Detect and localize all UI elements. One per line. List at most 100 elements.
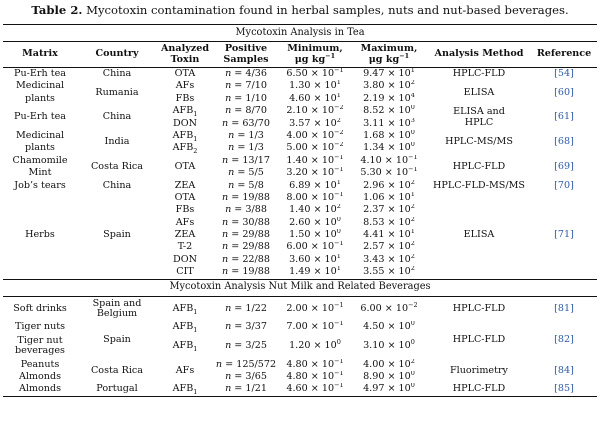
toxin-subscript: 1 (193, 388, 198, 397)
toxin-subscript: 1 (193, 344, 198, 353)
cell-min: 6.00 × 10−1 (279, 241, 351, 253)
max-mantissa: 4.00 × 10 (363, 358, 411, 370)
reference-link[interactable]: [69] (554, 160, 574, 172)
cell-min: 4.60 × 10−1 (279, 383, 351, 397)
cell-samples: n = 3/37 (213, 321, 279, 333)
cell-toxin: OTA (174, 160, 196, 172)
cell-min: 8.00 × 10−1 (279, 192, 351, 204)
max-mantissa: 4.97 × 10 (363, 383, 411, 395)
caption-text: Mycotoxin contamination found in herbal … (86, 3, 569, 17)
cell-max: 8.90 × 100 (351, 371, 427, 383)
cell-matrix: Tiger nut beverages (3, 334, 77, 359)
cell-matrix: Peanuts (20, 358, 60, 370)
cell-min: 6.89 × 101 (279, 180, 351, 192)
samples-n: n (222, 117, 229, 129)
min-mantissa: 6.89 × 10 (289, 179, 337, 191)
samples-value: = 63/70 (228, 117, 270, 129)
max-mantissa: 3.10 × 10 (363, 340, 411, 352)
cell-min: 1.50 × 100 (279, 229, 351, 241)
cell-matrix: Almonds (18, 371, 62, 382)
table-row: Almonds Portugal AFB1 n = 1/21 4.60 × 10… (3, 383, 598, 397)
cell-max: 1.34 × 100 (351, 142, 427, 154)
toxin-base: AFB (172, 340, 194, 352)
reference-link[interactable]: [84] (554, 364, 574, 376)
min-mantissa: 6.00 × 10 (286, 241, 335, 253)
max-exponent: −1 (408, 167, 418, 173)
table-row: Herbs Spain OTA n = 19/88 8.00 × 10−1 1.… (3, 191, 597, 240)
samples-n: n (222, 154, 229, 166)
max-exponent: 1 (410, 191, 415, 198)
reference-link[interactable]: [71] (554, 229, 574, 241)
section-title-tea: Mycotoxin Analysis in Tea (3, 24, 598, 42)
reference-link[interactable]: [81] (554, 302, 574, 314)
header-positive-line1: Positive (224, 43, 268, 55)
reference-link[interactable]: [68] (554, 136, 574, 148)
cell-samples: n = 1/3 (213, 142, 279, 154)
min-mantissa: 4.00 × 10 (286, 129, 335, 141)
table-row: ZEA n = 29/88 1.50 × 100 4.41 × 101 (3, 229, 597, 241)
cell-samples: n = 5/5 (213, 167, 279, 179)
max-mantissa: 8.53 × 10 (363, 216, 411, 228)
cell-matrix: Tiger nuts (14, 321, 66, 333)
reference-link[interactable]: [82] (554, 333, 574, 345)
reference-link[interactable]: [61] (554, 111, 574, 123)
cell-samples: n = 29/88 (213, 229, 279, 241)
min-exponent: −1 (334, 300, 344, 309)
header-matrix: Matrix (3, 41, 77, 68)
min-exponent: 1 (336, 253, 341, 260)
cell-country: Spain (103, 333, 131, 345)
samples-value: = 1/21 (231, 383, 267, 395)
samples-value: = 7/10 (231, 80, 267, 92)
reference-link[interactable]: [60] (554, 86, 574, 98)
reference-link[interactable]: [70] (554, 179, 574, 191)
samples-value: = 29/88 (228, 229, 270, 241)
cell-country: Costa Rica (90, 160, 144, 172)
max-exponent: 2 (410, 216, 415, 223)
max-mantissa: 3.11 × 10 (363, 117, 411, 129)
samples-n: n (222, 266, 229, 278)
max-exponent: −1 (408, 154, 418, 161)
table-row: Pu-Erh tea China OTA n = 4/36 6.50 × 10−… (3, 68, 597, 81)
cell-toxin: CIT (176, 266, 194, 278)
cell-samples: n = 3/65 (213, 371, 279, 383)
max-mantissa: 2.57 × 10 (363, 241, 411, 253)
samples-n: n (222, 216, 229, 228)
reference-link[interactable]: [54] (554, 67, 574, 79)
cell-max: 1.68 × 100 (351, 130, 427, 142)
header-positive-line2: Samples (223, 53, 269, 65)
min-mantissa: 2.00 × 10 (286, 302, 335, 314)
reference-link[interactable]: [85] (531, 383, 598, 397)
samples-n: n (222, 229, 229, 241)
cell-max: 3.10 × 100 (351, 334, 427, 359)
samples-n: n (228, 167, 235, 179)
table-row: Pu-Erh tea China AFB1 n = 8/70 2.10 × 10… (3, 105, 597, 127)
cell-min: 4.60 × 101 (279, 93, 351, 105)
max-mantissa: 9.47 × 10 (363, 67, 411, 79)
cell-min: 2.60 × 100 (279, 217, 351, 229)
cell-method: HPLC-FLD (452, 160, 506, 172)
cell-method: ELISA and HPLC (427, 105, 531, 130)
cell-matrix: Medicinal (15, 129, 65, 141)
cell-min: 4.00 × 10−2 (279, 130, 351, 142)
cell-max: 5.30 × 10−1 (351, 167, 427, 179)
min-mantissa: 1.40 × 10 (289, 204, 337, 216)
cell-max: 2.96 × 102 (351, 180, 427, 192)
min-exponent: −1 (334, 67, 344, 74)
cell-country: Spain and Belgium (77, 296, 157, 321)
cell-min: 2.00 × 10−1 (279, 296, 351, 321)
samples-n: n (225, 80, 232, 92)
samples-n: n (225, 383, 232, 395)
cell-samples: n = 13/17 (213, 155, 279, 167)
table-row: plants AFB2 n = 1/3 5.00 × 10−2 1.34 × 1… (3, 142, 597, 154)
table-row: Medicinal Rumania AFs n = 7/10 1.30 × 10… (3, 80, 597, 97)
cell-toxin: OTA (174, 67, 196, 79)
max-exponent: 2 (410, 179, 415, 186)
header-maximum: Maximum, μg kg−1 (351, 41, 427, 68)
toxin-base: AFB (172, 142, 194, 154)
header-min-unit: μg kg (294, 53, 326, 65)
min-mantissa: 3.60 × 10 (289, 253, 337, 265)
cell-toxin: AFB1 (157, 334, 213, 359)
table-row: Job’s tears China ZEA n = 5/8 6.89 × 101… (3, 180, 597, 192)
cell-matrix: plants (25, 92, 55, 104)
